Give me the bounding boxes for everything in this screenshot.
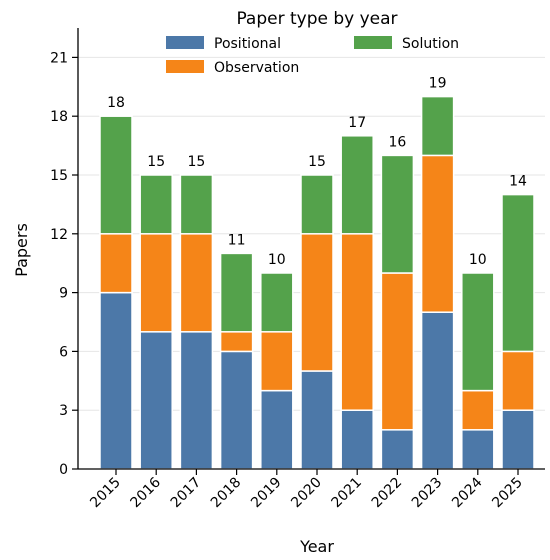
bar-observation-2021 xyxy=(340,233,374,411)
y-tick-label: 3 xyxy=(59,403,68,419)
bar-solution-2025 xyxy=(501,193,535,353)
legend-swatch-positional xyxy=(166,36,204,49)
x-tick-label-2016: 2016 xyxy=(128,474,165,511)
total-label-2023: 19 xyxy=(429,76,447,92)
total-label-2017: 15 xyxy=(187,154,205,170)
bar-solution-2023 xyxy=(420,95,455,157)
bar-solution-2018 xyxy=(219,252,254,333)
bar-positional-2019 xyxy=(260,389,294,470)
bar-positional-2021 xyxy=(340,409,374,470)
x-tick-label-2017: 2017 xyxy=(168,475,205,512)
x-tick-label-2023: 2023 xyxy=(409,475,446,512)
y-tick-label: 9 xyxy=(59,286,68,302)
total-label-2024: 10 xyxy=(469,252,487,268)
total-label-2018: 11 xyxy=(228,232,246,248)
bar-positional-2025 xyxy=(501,409,535,470)
bars xyxy=(99,95,535,470)
bar-positional-2022 xyxy=(380,429,415,470)
total-label-2015: 18 xyxy=(107,95,125,111)
legend-swatch-solution xyxy=(354,36,392,49)
bar-observation-2018 xyxy=(219,331,254,353)
bar-positional-2015 xyxy=(99,291,133,470)
bar-solution-2020 xyxy=(300,174,334,235)
x-tick-label-2024: 2024 xyxy=(449,474,486,511)
bar-observation-2016 xyxy=(139,233,173,333)
axes xyxy=(72,28,545,475)
bar-observation-2015 xyxy=(99,233,133,294)
legend-swatch-observation xyxy=(166,60,204,73)
bar-positional-2023 xyxy=(420,311,455,470)
x-axis-title: Year xyxy=(299,537,334,556)
legend-label-observation: Observation xyxy=(214,60,299,76)
x-tick-label-2020: 2020 xyxy=(288,475,325,512)
bar-positional-2016 xyxy=(139,331,173,470)
y-tick-label: 15 xyxy=(50,168,68,184)
bar-positional-2018 xyxy=(219,350,254,470)
bar-observation-2020 xyxy=(300,233,334,372)
total-label-2025: 14 xyxy=(509,174,527,190)
total-label-2016: 15 xyxy=(147,154,165,170)
bar-observation-2025 xyxy=(501,350,535,411)
total-label-2020: 15 xyxy=(308,154,326,170)
bar-solution-2016 xyxy=(139,174,173,235)
bar-solution-2019 xyxy=(260,272,294,333)
x-tick-label-2018: 2018 xyxy=(208,475,245,512)
bar-positional-2017 xyxy=(179,331,214,470)
bar-solution-2022 xyxy=(380,154,415,274)
legend-label-positional: Positional xyxy=(214,36,281,52)
legend: Positional Observation Solution xyxy=(166,36,459,76)
y-tick-label: 18 xyxy=(50,109,68,125)
y-tick-label: 6 xyxy=(59,344,68,360)
chart-title: Paper type by year xyxy=(236,9,397,29)
x-tick-label-2025: 2025 xyxy=(489,475,526,512)
x-tick-label-2019: 2019 xyxy=(248,475,285,512)
bar-solution-2015 xyxy=(99,115,133,235)
y-tick-label: 21 xyxy=(50,50,68,66)
bar-observation-2019 xyxy=(260,331,294,392)
x-tick-label-2022: 2022 xyxy=(369,475,406,512)
y-axis-title: Papers xyxy=(12,223,31,277)
bar-positional-2020 xyxy=(300,370,334,470)
bar-solution-2024 xyxy=(461,272,495,392)
legend-label-solution: Solution xyxy=(402,36,459,52)
bar-observation-2024 xyxy=(461,389,495,431)
y-tick-label: 0 xyxy=(59,462,68,478)
bar-observation-2017 xyxy=(179,233,214,333)
bar-positional-2024 xyxy=(461,429,495,470)
x-tick-label-2021: 2021 xyxy=(329,475,366,512)
bar-solution-2021 xyxy=(340,135,374,235)
total-label-2022: 16 xyxy=(388,134,406,150)
total-label-2019: 10 xyxy=(268,252,286,268)
x-tick-label-2015: 2015 xyxy=(87,475,124,512)
bar-observation-2023 xyxy=(420,154,455,313)
bar-solution-2017 xyxy=(179,174,214,235)
total-labels: 18 15 15 11 10 15 17 16 19 10 14 xyxy=(107,76,527,268)
total-label-2021: 17 xyxy=(348,115,366,131)
bar-observation-2022 xyxy=(380,272,415,431)
y-tick-label: 12 xyxy=(50,227,68,243)
